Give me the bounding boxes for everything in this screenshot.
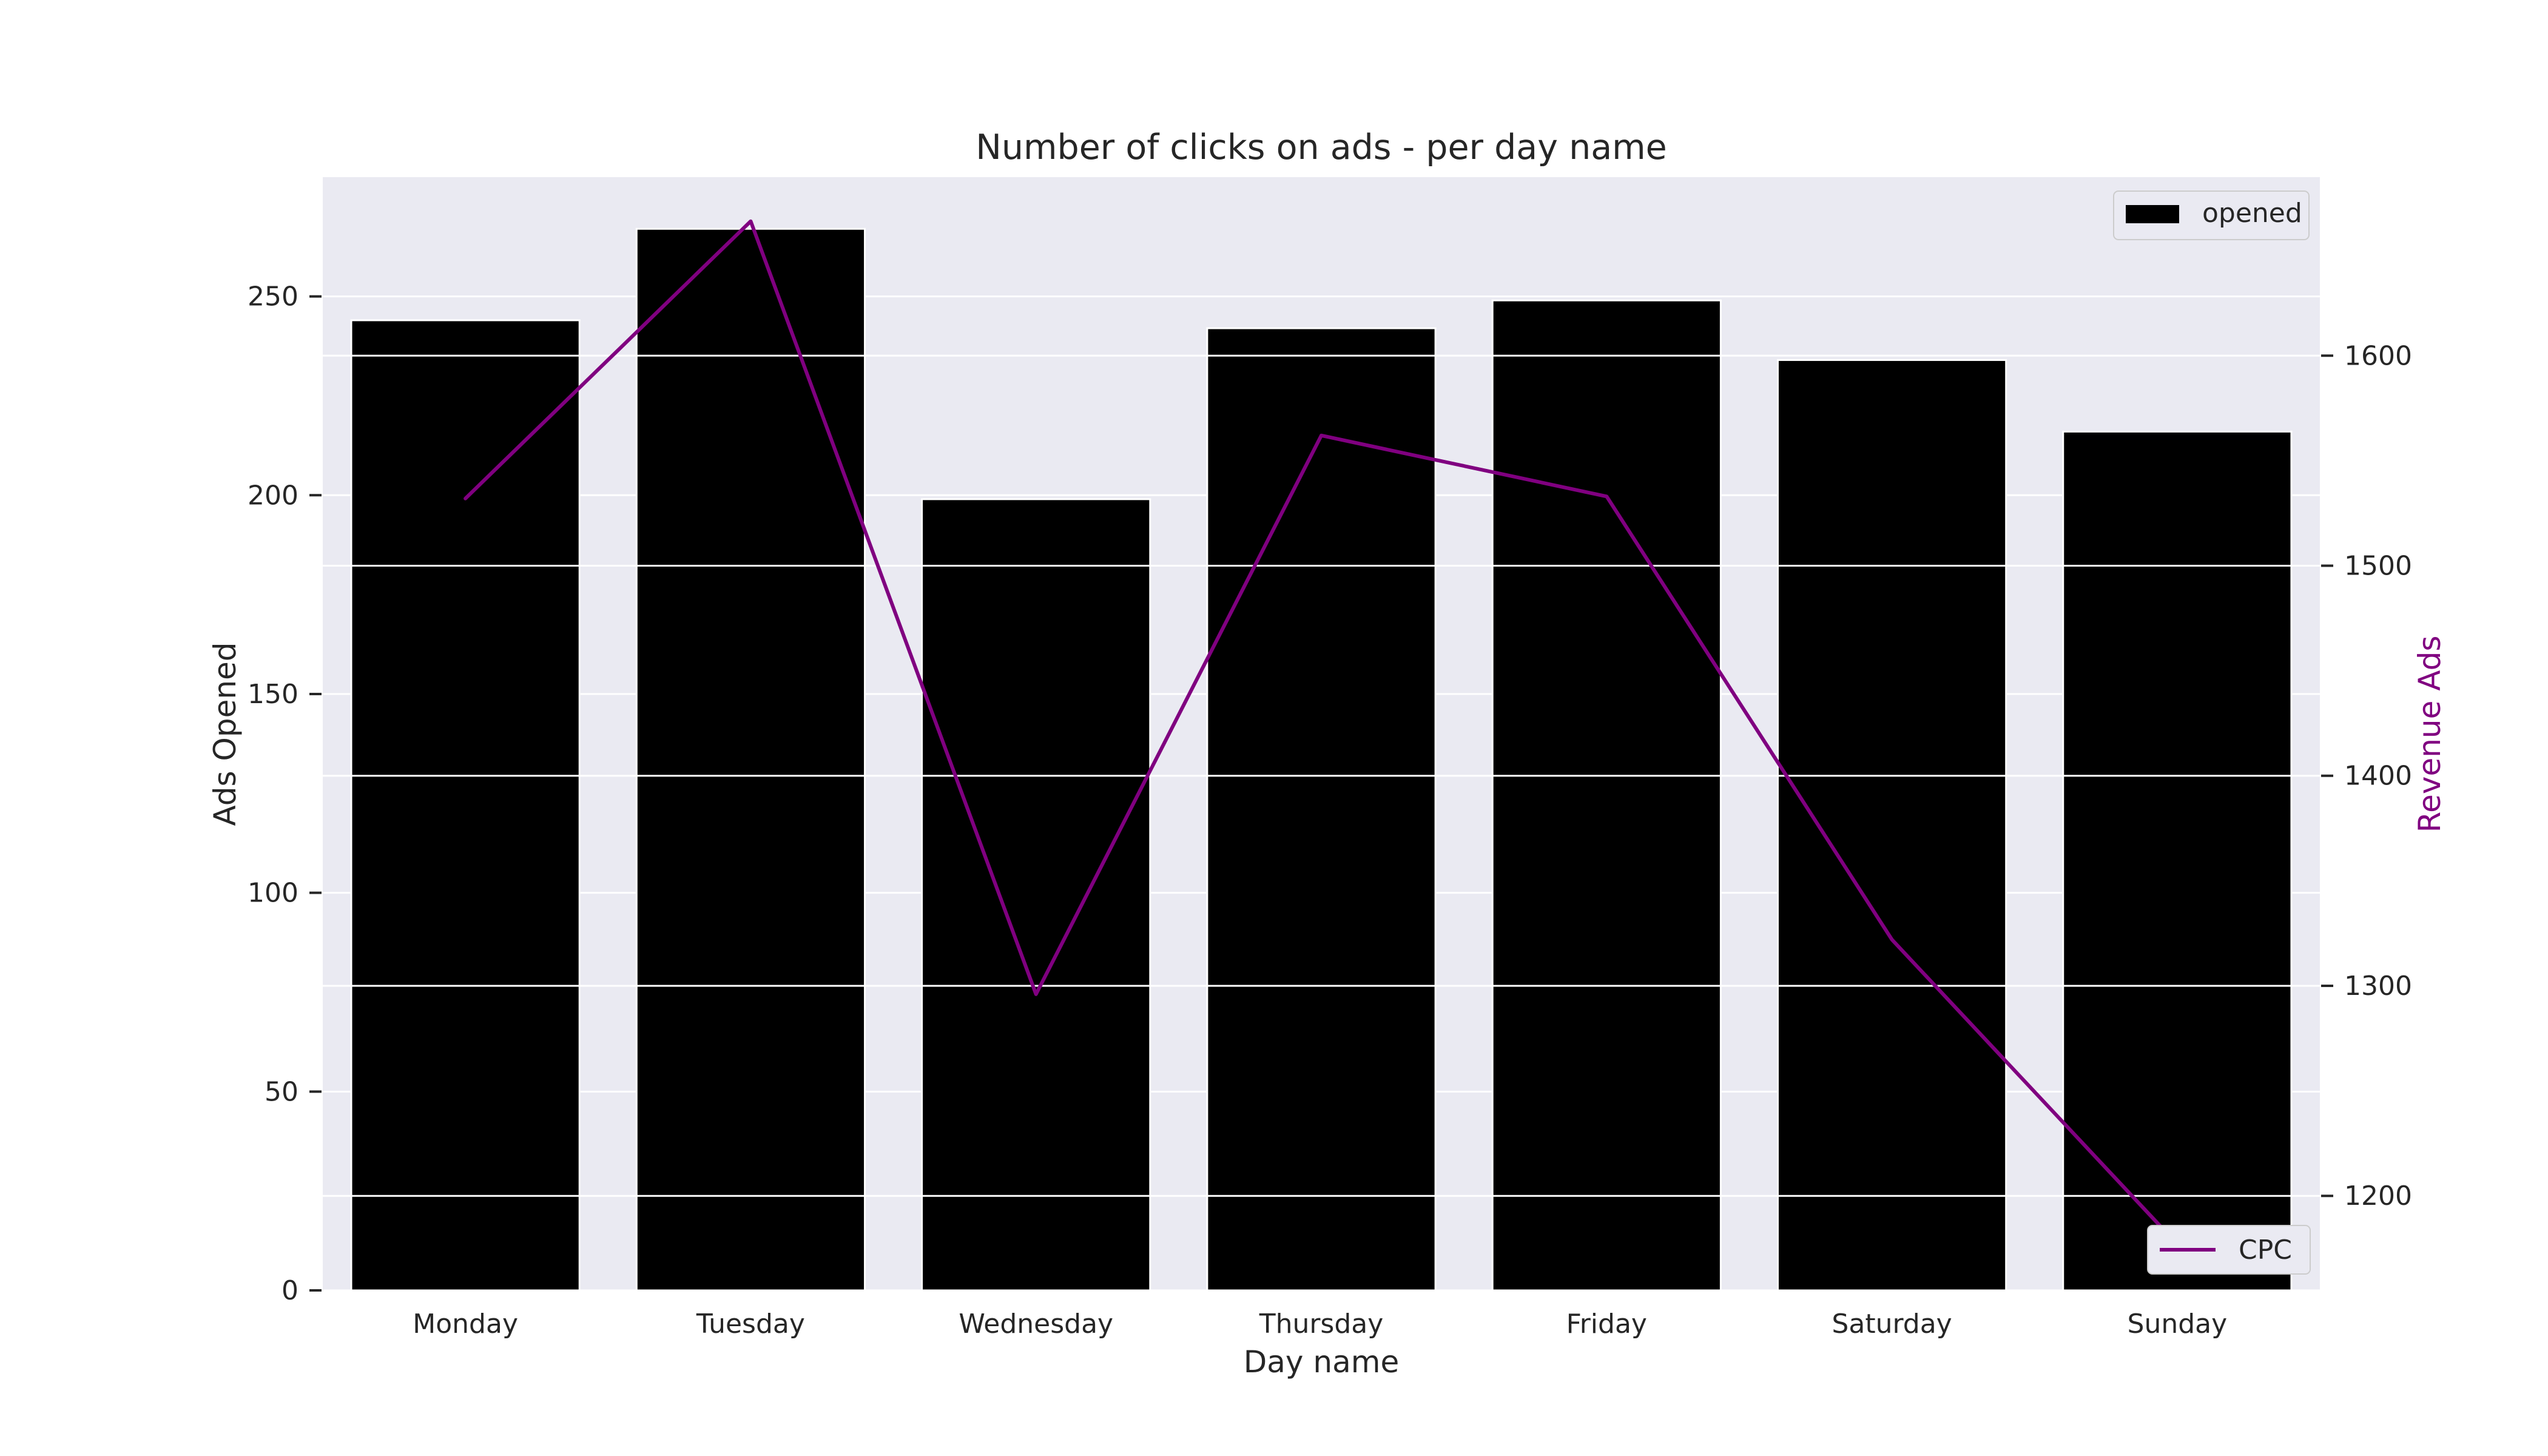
left-tick-label: 50 xyxy=(265,1076,298,1107)
left-tick-label: 250 xyxy=(248,281,298,312)
left-tick-label: 0 xyxy=(281,1275,298,1306)
left-tick-label: 150 xyxy=(248,679,298,710)
x-tick-label: Saturday xyxy=(1832,1309,1952,1340)
chart-title: Number of clicks on ads - per day name xyxy=(976,127,1667,167)
bar-sunday xyxy=(2062,430,2293,1292)
legend-opened: opened xyxy=(2113,190,2310,240)
right-tick-label: 1200 xyxy=(2344,1181,2412,1212)
x-tick-label: Wednesday xyxy=(959,1309,1113,1340)
y-axis-title: Ads Opened xyxy=(207,642,243,826)
right-grid-lines xyxy=(323,354,2320,1197)
legend-opened-label: opened xyxy=(2202,198,2302,229)
x-tick-label: Sunday xyxy=(2128,1309,2228,1340)
legend-opened-frame xyxy=(2113,190,2310,240)
left-axis-ticks: 0 50 100 150 200 250 xyxy=(248,281,322,1306)
x-tick-label: Thursday xyxy=(1259,1309,1384,1340)
x-axis-title: Day name xyxy=(1244,1344,1399,1380)
right-tick-label: 1600 xyxy=(2344,340,2412,371)
bar-wednesday xyxy=(921,498,1151,1292)
right-tick-label: 1500 xyxy=(2344,551,2412,582)
right-tick-label: 1400 xyxy=(2344,761,2412,792)
left-tick-label: 100 xyxy=(248,878,298,909)
x-tick-label: Friday xyxy=(1566,1309,1647,1340)
line-cpc xyxy=(463,219,2179,1246)
legend-cpc-label: CPC xyxy=(2239,1235,2292,1266)
left-tick-label: 200 xyxy=(248,480,298,511)
bar-monday xyxy=(350,319,581,1292)
x-tick-label: Monday xyxy=(413,1309,518,1340)
legend-cpc-frame xyxy=(2147,1225,2311,1275)
right-axis-ticks: 1200 1300 1400 1500 1600 xyxy=(2321,340,2412,1212)
bar-tuesday xyxy=(635,228,866,1292)
bars-opened xyxy=(350,228,2293,1292)
right-tick-label: 1300 xyxy=(2344,971,2412,1002)
y2-axis-title: Revenue Ads xyxy=(2412,636,2447,833)
x-tick-label: Tuesday xyxy=(696,1309,805,1340)
x-axis-ticks: Monday Tuesday Wednesday Thursday Friday Satu… xyxy=(413,1309,2227,1340)
bar-saturday xyxy=(1776,359,2007,1292)
cpc-line-path xyxy=(463,219,2179,1246)
bar-friday xyxy=(1491,299,1722,1292)
legend-cpc: CPC xyxy=(2147,1225,2311,1275)
legend-opened-swatch xyxy=(2126,205,2179,223)
bar-thursday xyxy=(1206,327,1437,1292)
